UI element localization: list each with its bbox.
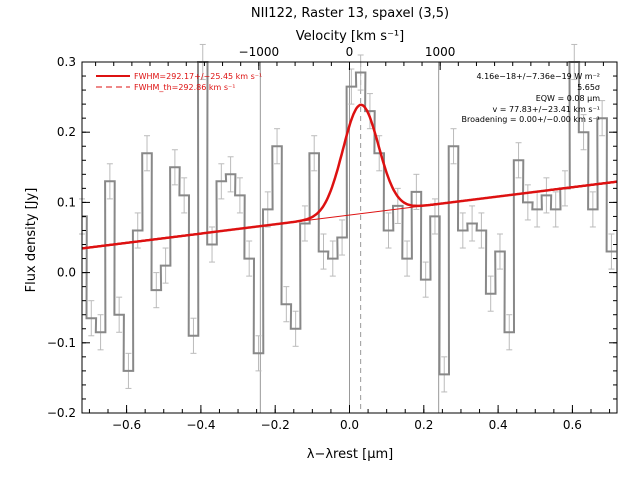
x-axis-title: λ−λrest [μm] [307,447,393,462]
y-tick-label: −0.1 [47,336,76,350]
annotation-eqw: EQW = 0.08 μm [536,94,600,103]
annotation-broadening: Broadening = 0.00+/−0.00 km s⁻¹ [462,115,600,124]
legend-label-fit-th: FWHM_th=292.86 km s⁻¹ [134,83,235,92]
annotation-velocity: v = 77.83+/−23.41 km s⁻¹ [492,105,600,114]
top-tick-label: 0 [346,45,354,59]
fit-line [81,103,618,250]
top-tick-label: −1000 [239,45,280,59]
top-axis-title: Velocity [km s⁻¹] [296,29,404,44]
x-tick-label: −0.2 [261,418,290,432]
annotation-flux: 4.16e−18+/−7.36e−19 W m⁻² [476,72,600,81]
y-tick-label: 0.0 [57,266,76,280]
annotation-snr: 5.65σ [577,83,600,92]
y-tick-label: 0.1 [57,195,76,209]
x-tick-label: −0.6 [112,418,141,432]
ticks: −0.6 −0.4 −0.2 0.0 0.2 0.4 0.6 −0.2 −0.1 0.0 0.1 0.… [47,45,617,432]
y-axis-title: Flux density [Jy] [24,188,39,293]
spectrum-series [82,61,617,376]
legend-label-fit: FWHM=292.17+/−25.45 km s⁻¹ [134,72,262,81]
fit-series [81,103,618,250]
x-tick-label: 0.4 [489,418,508,432]
y-tick-label: 0.3 [57,55,76,69]
top-tick-label: 1000 [425,45,456,59]
legend: FWHM=292.17+/−25.45 km s⁻¹ FWHM_th=292.8… [96,72,262,92]
chart-title: NII122, Raster 13, spaxel (3,5) [251,6,449,21]
y-tick-label: −0.2 [47,406,76,420]
x-tick-label: 0.0 [340,418,359,432]
x-tick-label: 0.6 [563,418,582,432]
annotations: 4.16e−18+/−7.36e−19 W m⁻² 5.65σ EQW = 0.… [462,72,601,124]
spectrum-line [82,61,617,376]
y-tick-label: 0.2 [57,125,76,139]
x-tick-label: 0.2 [414,418,433,432]
x-tick-label: −0.4 [186,418,215,432]
